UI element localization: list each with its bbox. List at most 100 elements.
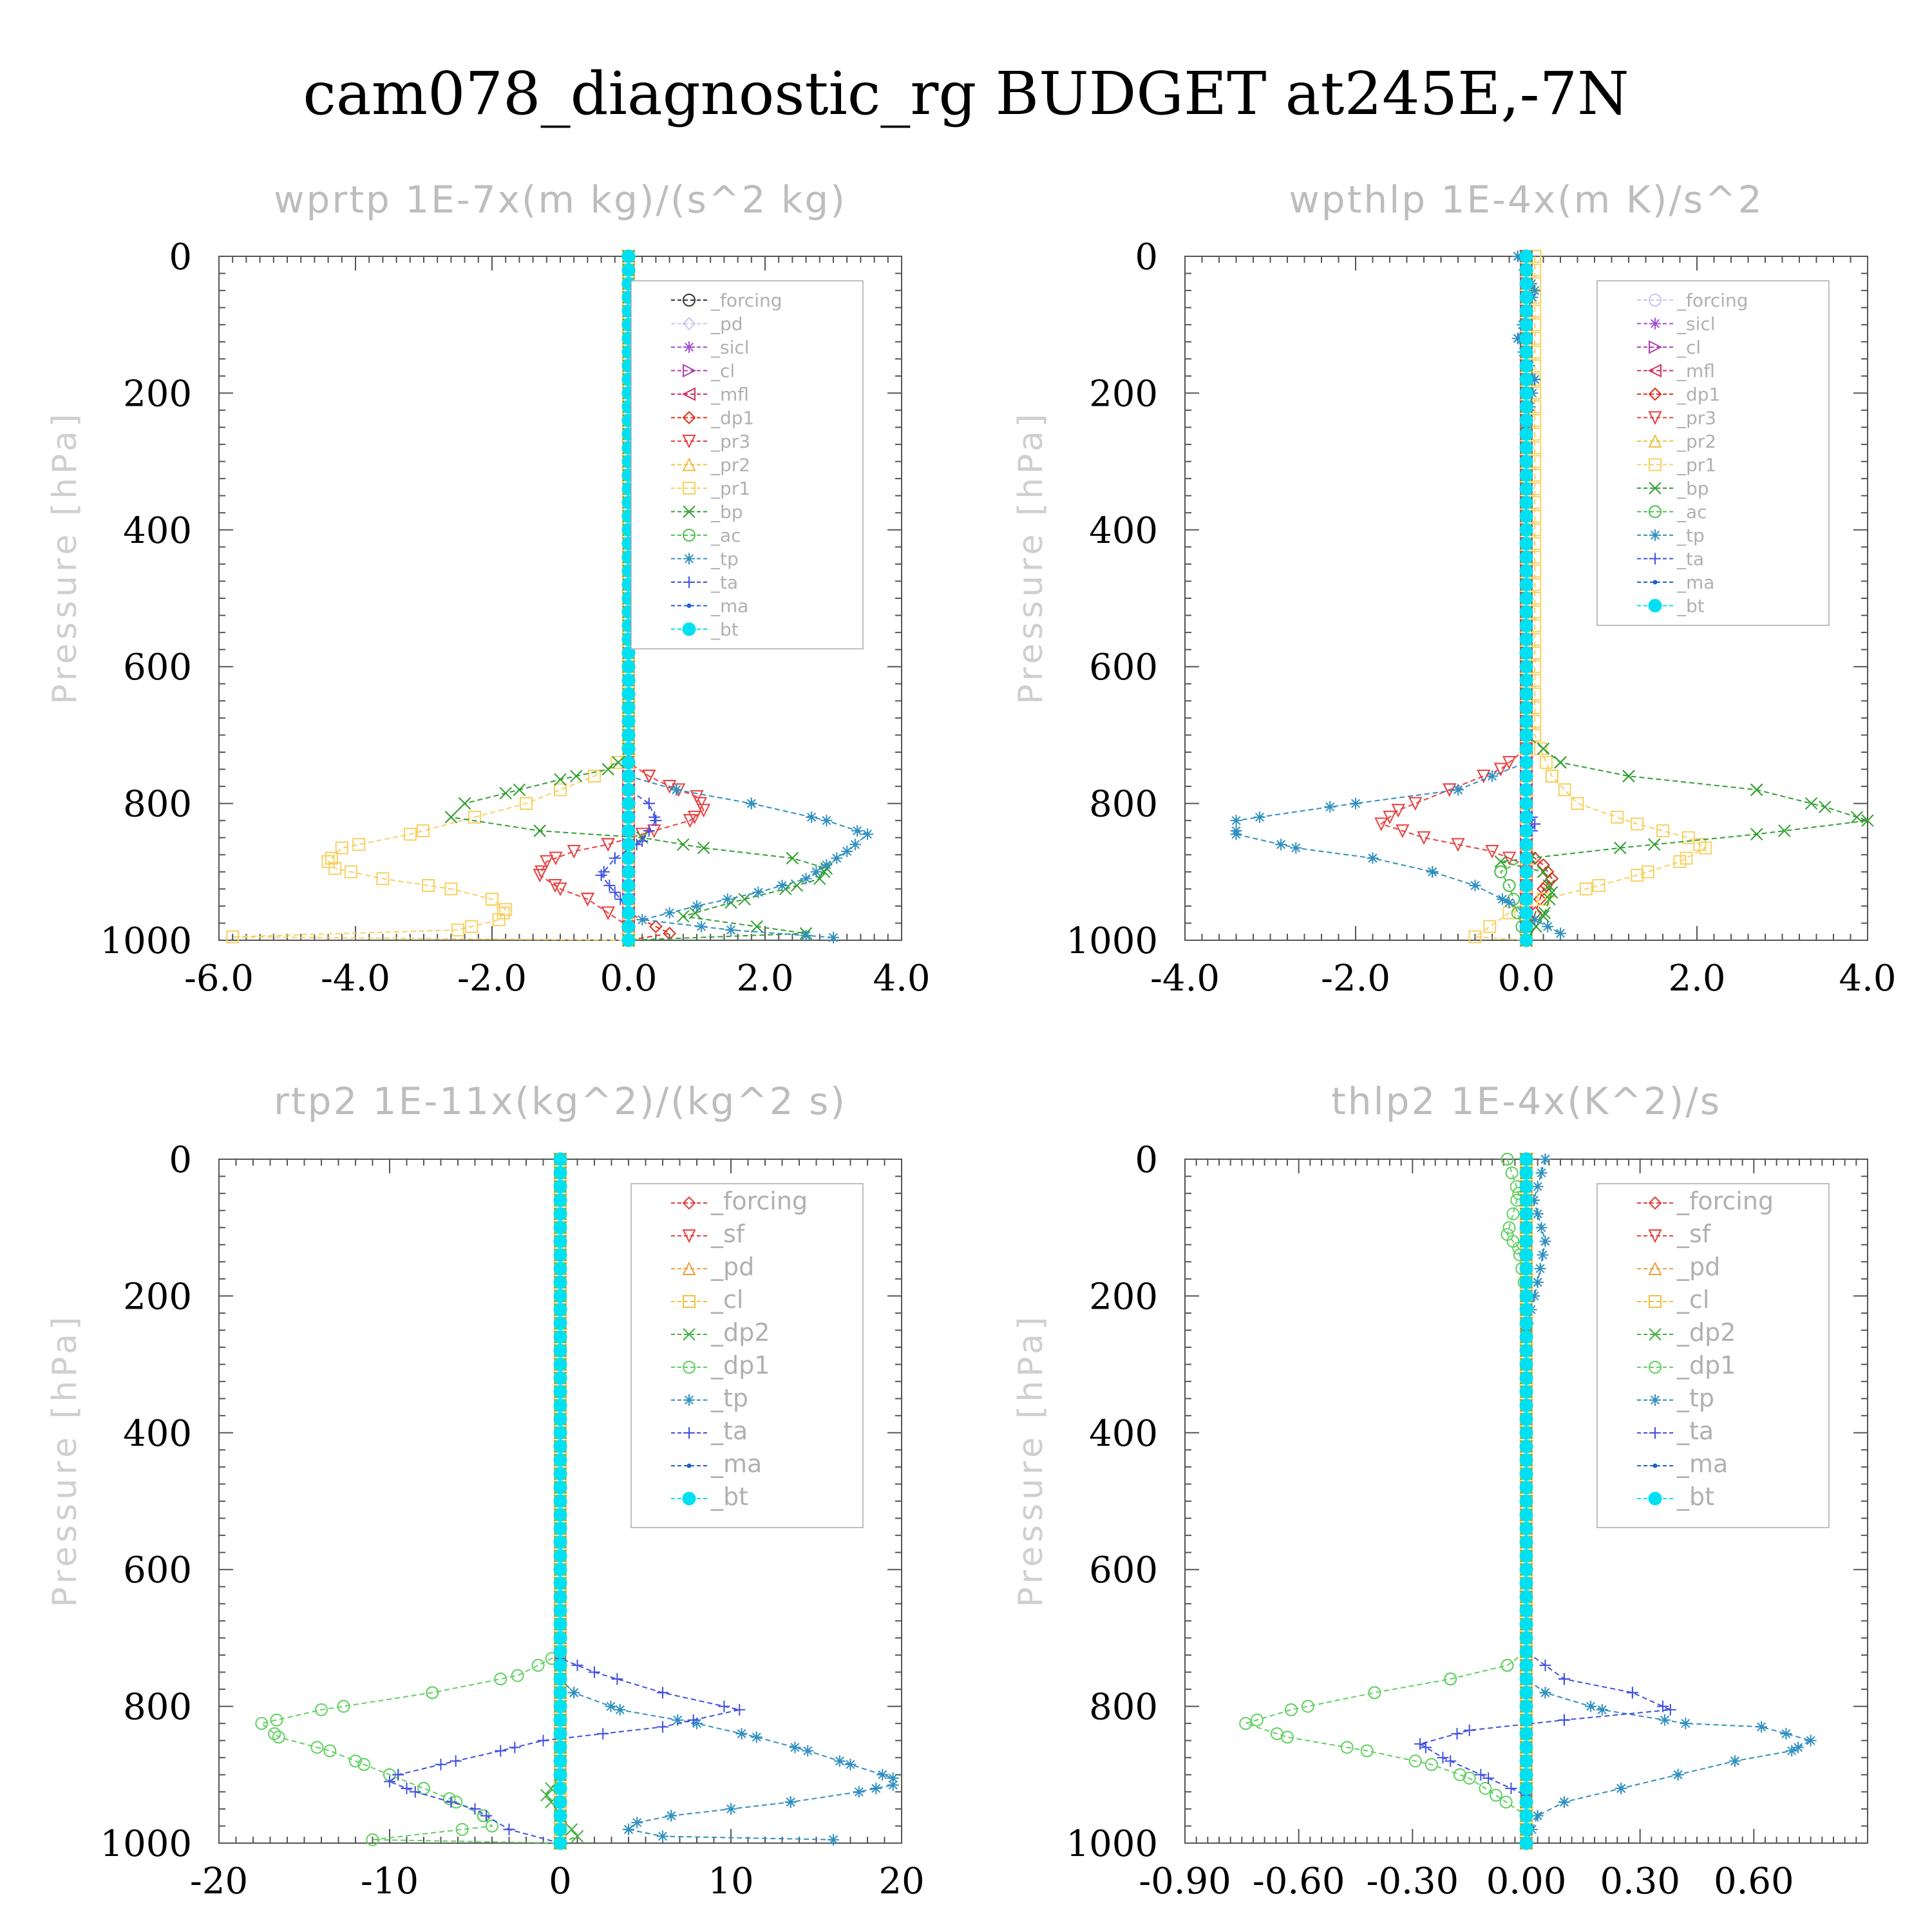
legend-marker (683, 341, 695, 353)
legend-label: _bt (710, 1482, 748, 1511)
data-point (1596, 1703, 1608, 1716)
data-point (1519, 400, 1533, 414)
legend-label: _pr3 (1676, 408, 1716, 429)
legend: _forcing _sicl_cl _mfl_dp1 _pr3_pr2 _pr1_bp _… (1596, 280, 1830, 626)
data-point (553, 1166, 567, 1180)
y-tick-label: 400 (123, 1413, 192, 1455)
data-point (553, 1248, 567, 1262)
data-point (325, 851, 338, 865)
data-point (844, 1758, 857, 1770)
data-point (1414, 1738, 1426, 1750)
data-point (1819, 800, 1832, 813)
legend-label: _tp (1676, 525, 1705, 546)
data-point (1519, 345, 1533, 359)
data-point (553, 1316, 567, 1331)
data-point (841, 845, 853, 857)
data-point (349, 1754, 362, 1768)
data-point (1519, 1754, 1533, 1768)
data-point (1519, 1535, 1533, 1549)
legend-label: _bp (710, 502, 743, 523)
data-point (1519, 1152, 1533, 1166)
data-point (1519, 263, 1533, 277)
legend-marker (683, 1361, 696, 1374)
data-point (328, 862, 342, 875)
y-tick-label: 400 (123, 510, 192, 552)
data-point (597, 1728, 609, 1740)
data-point (553, 1398, 567, 1412)
data-point (657, 1687, 668, 1699)
data-point (1519, 851, 1533, 866)
series-bt (553, 1152, 567, 1850)
data-point (876, 1768, 889, 1781)
data-point (553, 1658, 567, 1672)
data-point (553, 1700, 567, 1714)
chart-thlp2: thlp2 1E-4x(K^2)/s Pressure [hPa] 0 200 400 6… (1012, 1079, 1868, 1902)
data-point (802, 1745, 814, 1757)
data-point (1519, 536, 1533, 551)
data-point (553, 1358, 567, 1372)
legend-item: _bt (1637, 596, 1705, 617)
data-point (1519, 1481, 1533, 1495)
data-point (1519, 1795, 1533, 1809)
x-tick-label: -6.0 (184, 958, 254, 999)
data-point (1360, 1744, 1374, 1757)
data-point (1786, 1745, 1798, 1757)
legend-box (630, 280, 864, 650)
series-dp1 (1239, 1153, 1533, 1850)
data-point (1519, 892, 1533, 906)
legend-label: _ma (710, 1450, 762, 1478)
legend-item: _tp (671, 549, 739, 570)
data-point (553, 1303, 567, 1317)
chart-wpthlp: wpthlp 1E-4x(m K)/s^2 Pressure [hPa] 0 200 4… (1012, 178, 1897, 999)
data-point (1519, 1275, 1533, 1289)
data-point (1519, 1234, 1533, 1248)
data-point (553, 1754, 567, 1768)
data-point (553, 1645, 567, 1659)
data-point (553, 1727, 567, 1741)
legend-label: _tp (710, 1384, 748, 1412)
data-point (1519, 578, 1533, 592)
data-point (697, 841, 710, 855)
data-point (469, 1803, 481, 1815)
data-point (1558, 783, 1571, 797)
legend-marker (683, 505, 696, 518)
legend-marker (683, 363, 697, 378)
y-tick-label: 0 (169, 236, 192, 278)
data-point (458, 797, 471, 810)
data-point (851, 825, 864, 837)
data-point (650, 815, 662, 827)
y-tick-label: 200 (123, 1276, 192, 1318)
data-point (1545, 770, 1558, 783)
data-point (1519, 1371, 1533, 1385)
x-tick-label: 2.0 (736, 958, 793, 999)
data-point (337, 1700, 350, 1713)
data-point (677, 838, 690, 851)
data-point (553, 1768, 567, 1782)
legend-item: _ma (1637, 1450, 1728, 1478)
data-point (553, 1453, 567, 1467)
data-point (601, 838, 615, 852)
legend-item: _ma (1637, 572, 1714, 593)
legend-marker (687, 1463, 692, 1468)
data-point (1482, 1772, 1495, 1785)
data-point (1519, 276, 1533, 290)
data-point (1519, 1836, 1533, 1850)
data-point (1519, 1768, 1533, 1782)
data-point (503, 1823, 515, 1835)
panel-thlp2: thlp2 1E-4x(K^2)/s Pressure [hPa] 0 200 400 6… (966, 908, 1932, 1932)
data-point (1519, 249, 1533, 263)
data-point (853, 1786, 865, 1798)
legend-label: _dp1 (1676, 384, 1720, 405)
legend-marker (1649, 505, 1662, 518)
data-point (1519, 865, 1533, 879)
data-point (691, 1718, 703, 1730)
data-point (1656, 824, 1669, 838)
y-axis-ticks (219, 1159, 902, 1844)
data-point (1444, 1672, 1457, 1686)
data-point (1657, 1700, 1669, 1712)
data-point (621, 249, 636, 263)
data-point (1519, 550, 1533, 564)
legend-marker (1649, 458, 1662, 471)
x-tick-label: -4.0 (321, 958, 390, 999)
data-point (1383, 810, 1397, 825)
